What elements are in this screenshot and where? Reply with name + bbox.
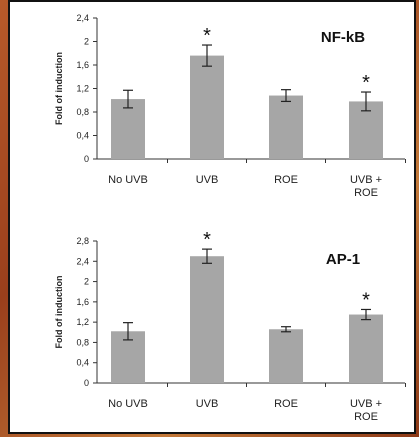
figure-panel: 0 0,4 0,8 1,2 1,6 2 2,4 Fold of induction NF-kB N… — [8, 0, 416, 434]
significance-star: * — [203, 229, 211, 251]
category-label-line: UVB — [196, 398, 219, 410]
y-axis-label: Fold of induction — [54, 52, 64, 125]
category-label-line: ROE — [274, 174, 298, 186]
category-label: No UVB — [108, 398, 148, 410]
category-label: No UVB — [108, 174, 148, 186]
y-tick-label: 0,8 — [76, 337, 89, 347]
bar — [269, 329, 303, 383]
bar — [349, 314, 383, 383]
significance-star: * — [362, 289, 370, 311]
category-label: ROE — [274, 174, 298, 186]
y-tick-label: 0,4 — [76, 358, 89, 368]
category-label-line: UVB — [196, 174, 219, 186]
bar — [190, 55, 224, 159]
category-label-line: UVB + — [350, 174, 382, 186]
y-tick-label: 1,6 — [76, 297, 89, 307]
chart-title: NF-kB — [321, 29, 365, 46]
chart-1: 0 0,4 0,8 1,2 1,6 2 2,4 Fold of induction NF-kB N… — [54, 13, 406, 199]
y-tick-label: 0 — [84, 378, 89, 388]
y-tick-label: 1,2 — [76, 317, 89, 327]
y-tick-label: 0 — [84, 154, 89, 164]
bar — [269, 95, 303, 159]
y-tick-label: 2,8 — [76, 236, 89, 246]
category-label: UVB — [196, 398, 219, 410]
category-label-line: No UVB — [108, 398, 148, 410]
y-tick-label: 2 — [84, 277, 89, 287]
significance-star: * — [362, 72, 370, 94]
significance-star: * — [203, 25, 211, 47]
y-tick-label: 1,2 — [76, 84, 89, 94]
chart-2: 0 0,4 0,8 1,2 1,6 2 2,4 2,8 Fold of induction AP-… — [54, 229, 406, 423]
y-tick-label: 0,4 — [76, 131, 89, 141]
category-label: UVB — [196, 174, 219, 186]
category-label-line: ROE — [354, 411, 378, 423]
category-label: UVB + ROE — [350, 174, 382, 199]
category-label-line: ROE — [354, 187, 378, 199]
y-axis-label: Fold of induction — [54, 276, 64, 349]
y-tick-label: 2 — [84, 37, 89, 47]
chart-title: AP-1 — [326, 251, 360, 268]
category-label-line: UVB + — [350, 398, 382, 410]
y-tick-label: 2,4 — [76, 13, 89, 23]
category-label: UVB + ROE — [350, 398, 382, 423]
y-tick-label: 2,4 — [76, 256, 89, 266]
y-tick-label: 0,8 — [76, 107, 89, 117]
bar — [111, 99, 145, 159]
category-label: ROE — [274, 398, 298, 410]
category-label-line: ROE — [274, 398, 298, 410]
y-tick-label: 1,6 — [76, 60, 89, 70]
category-label-line: No UVB — [108, 174, 148, 186]
charts-svg: 0 0,4 0,8 1,2 1,6 2 2,4 Fold of induction NF-kB N… — [54, 13, 406, 423]
bar — [190, 256, 224, 383]
